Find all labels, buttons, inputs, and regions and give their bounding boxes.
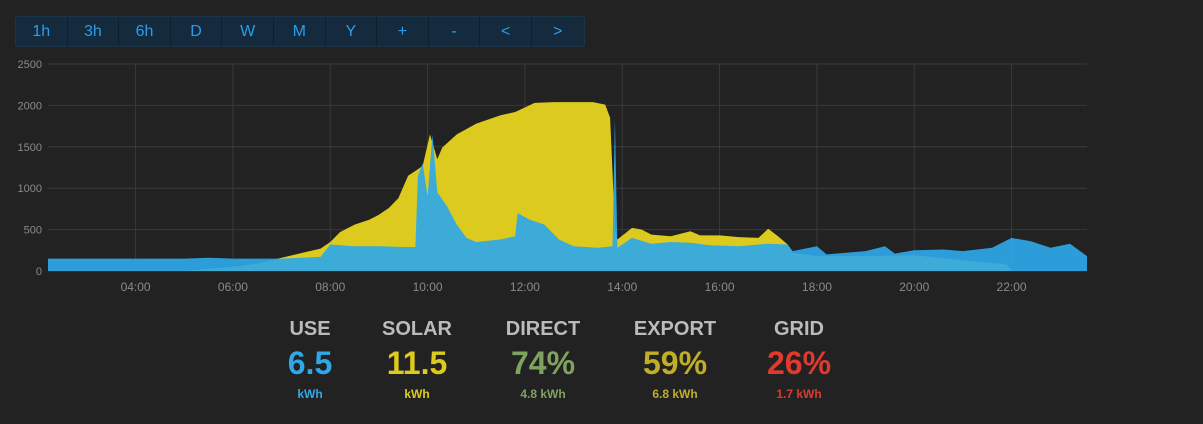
pan-right-button[interactable]: > xyxy=(531,17,584,46)
range-year-button[interactable]: Y xyxy=(325,17,378,46)
range-day-button[interactable]: D xyxy=(170,17,223,46)
x-axis-ticks: 04:00 06:00 08:00 10:00 12:00 14:00 16:00 18:00… xyxy=(121,280,1027,294)
x-tick-label: 06:00 xyxy=(218,280,248,294)
stat-grid-label: GRID xyxy=(774,318,824,340)
y-tick-label: 500 xyxy=(24,225,42,237)
stat-use-label: USE xyxy=(289,318,331,340)
stat-export-value: 59% xyxy=(642,345,708,381)
stat-grid: GRID 26% 1.7 kWh xyxy=(729,316,869,403)
stat-use: USE 6.5 kWh xyxy=(240,316,380,403)
zoom-in-button[interactable]: + xyxy=(377,17,429,46)
range-3h-button[interactable]: 3h xyxy=(67,17,120,46)
chart-series xyxy=(48,102,1087,271)
stat-solar-unit: kWh xyxy=(404,387,430,401)
y-tick-label: 2000 xyxy=(18,100,42,112)
use-series-area xyxy=(48,117,1087,271)
stat-grid-unit: 1.7 kWh xyxy=(776,387,822,401)
energy-stats: USE 6.5 kWh SOLAR 11.5 kWh DIRECT 74% 4.… xyxy=(0,316,1203,416)
x-tick-label: 12:00 xyxy=(510,280,540,294)
stat-direct-label: DIRECT xyxy=(505,318,581,340)
time-range-toolbar: 1h 3h 6h D W M Y + - < > xyxy=(15,16,585,47)
x-tick-label: 14:00 xyxy=(607,280,637,294)
y-axis-ticks: 0 500 1000 1500 2000 2500 xyxy=(18,59,42,278)
power-chart[interactable]: 0 500 1000 1500 2000 2500 04:00 06:00 08:00 10:0… xyxy=(0,50,1203,300)
stat-solar-value: 11.5 xyxy=(386,345,448,381)
solar-series-area xyxy=(48,102,1087,271)
pan-left-button[interactable]: < xyxy=(480,17,532,46)
x-tick-label: 18:00 xyxy=(802,280,832,294)
range-1h-button[interactable]: 1h xyxy=(16,17,68,46)
x-tick-label: 08:00 xyxy=(315,280,345,294)
x-tick-label: 20:00 xyxy=(899,280,929,294)
range-week-button[interactable]: W xyxy=(222,17,274,46)
stat-direct-value: 74% xyxy=(510,345,576,381)
stat-use-value: 6.5 xyxy=(287,345,333,381)
y-tick-label: 1000 xyxy=(18,183,42,195)
stat-solar-label: SOLAR xyxy=(382,318,452,340)
y-tick-label: 0 xyxy=(36,266,42,278)
stat-solar: SOLAR 11.5 kWh xyxy=(347,316,487,403)
stat-use-unit: kWh xyxy=(297,387,323,401)
y-tick-label: 2500 xyxy=(18,59,42,71)
stat-export: EXPORT 59% 6.8 kWh xyxy=(605,316,745,403)
y-tick-label: 1500 xyxy=(18,142,42,154)
x-tick-label: 22:00 xyxy=(997,280,1027,294)
stat-grid-value: 26% xyxy=(766,345,832,381)
x-tick-label: 10:00 xyxy=(413,280,443,294)
stat-export-label: EXPORT xyxy=(633,318,717,340)
stat-export-unit: 6.8 kWh xyxy=(652,387,698,401)
x-tick-label: 04:00 xyxy=(121,280,151,294)
range-6h-button[interactable]: 6h xyxy=(119,17,171,46)
stat-direct: DIRECT 74% 4.8 kWh xyxy=(473,316,613,403)
x-tick-label: 16:00 xyxy=(705,280,735,294)
range-month-button[interactable]: M xyxy=(273,17,326,46)
stat-direct-unit: 4.8 kWh xyxy=(520,387,566,401)
zoom-out-button[interactable]: - xyxy=(428,17,481,46)
